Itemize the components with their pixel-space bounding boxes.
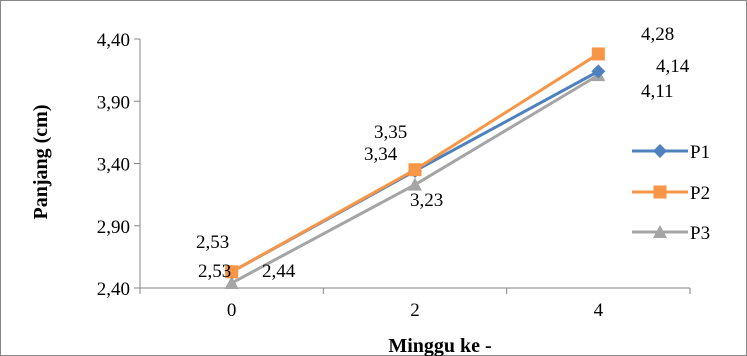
legend-label-p2: P2 (690, 183, 710, 204)
legend-label-p1: P1 (690, 142, 710, 163)
y-tick-label: 3,40 (97, 155, 130, 176)
data-label-p2: 3,35 (374, 122, 407, 143)
data-point-p2 (591, 47, 605, 61)
data-point-p2 (225, 265, 239, 279)
y-tick-label: 4,40 (97, 30, 130, 51)
data-labels: 2,53 3,34 4,14 2,53 3,35 4,28 2,44 3,23 4,11 (196, 24, 690, 282)
data-label-p3: 4,11 (641, 81, 674, 102)
y-tick-label: 2,90 (97, 217, 130, 238)
x-tick-label: 2 (410, 300, 420, 321)
data-label-p1: 4,14 (656, 56, 690, 77)
legend-marker-p1 (653, 144, 667, 158)
data-label-p1: 3,34 (364, 144, 398, 165)
data-label-p3: 3,23 (410, 190, 443, 211)
data-label-p2: 2,53 (196, 232, 229, 253)
series-markers (224, 47, 606, 290)
data-label-p1: 2,53 (198, 261, 231, 282)
data-point-p3 (408, 177, 422, 191)
legend: P1 P2 P3 (632, 142, 710, 244)
x-tick-labels: 0 2 4 (227, 300, 604, 321)
data-point-p2 (408, 163, 422, 177)
y-tick-label: 3,90 (97, 92, 130, 113)
y-tick-label: 2,40 (97, 279, 130, 300)
x-tick-label: 4 (594, 300, 604, 321)
data-point-p1 (591, 64, 606, 79)
data-point-p3 (224, 276, 239, 290)
legend-marker-p2 (653, 185, 667, 199)
series-line-p2 (230, 52, 600, 274)
y-axis-title: Panjang (cm) (30, 105, 52, 220)
data-label-p2: 4,28 (641, 24, 674, 45)
data-label-p3: 2,44 (262, 261, 296, 282)
x-tick-label: 0 (227, 300, 237, 321)
legend-marker-p3 (653, 225, 667, 238)
y-tick-labels: 2,40 2,90 3,40 3,90 4,40 (97, 30, 130, 300)
x-axis-title: Minggu ke - (388, 335, 491, 356)
legend-label-p3: P3 (690, 223, 710, 244)
